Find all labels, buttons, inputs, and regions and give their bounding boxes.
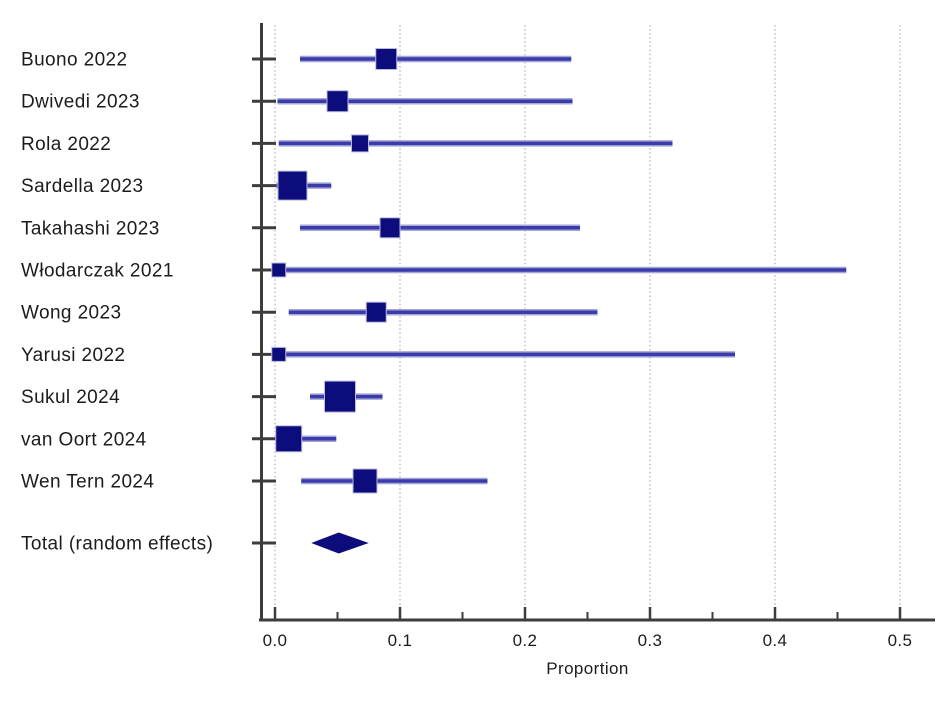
study-label: Yarusi 2022 xyxy=(21,345,125,366)
estimate-square xyxy=(379,217,401,239)
x-tick-label: 0.5 xyxy=(888,631,913,650)
study-label: van Oort 2024 xyxy=(21,429,147,450)
x-tick-label: 0.2 xyxy=(513,631,538,650)
estimate-square xyxy=(324,380,356,413)
estimate-square xyxy=(271,262,287,278)
study-label: Sukul 2024 xyxy=(21,387,120,408)
x-tick-label: 0.1 xyxy=(388,631,413,650)
x-axis-title: Proportion xyxy=(546,659,629,678)
study-label: Włodarczak 2021 xyxy=(21,261,174,282)
study-label: Wong 2023 xyxy=(21,303,121,324)
summary-diamond xyxy=(311,532,369,554)
study-label: Rola 2022 xyxy=(21,134,111,155)
x-tick-label: 0.3 xyxy=(638,631,663,650)
estimate-square xyxy=(271,346,287,362)
total-label: Total (random effects) xyxy=(21,534,213,555)
estimate-square xyxy=(275,425,303,453)
study-label: Takahashi 2023 xyxy=(21,218,160,239)
x-tick-label: 0.4 xyxy=(763,631,788,650)
estimate-square xyxy=(352,468,378,494)
study-label: Sardella 2023 xyxy=(21,176,143,197)
estimate-square xyxy=(375,48,398,70)
estimate-square xyxy=(365,301,387,323)
estimate-square xyxy=(277,170,308,201)
x-tick-label: 0.0 xyxy=(263,631,288,650)
estimate-square xyxy=(326,90,349,113)
study-label: Dwivedi 2023 xyxy=(21,92,140,113)
study-label: Buono 2022 xyxy=(21,50,128,71)
study-label: Wen Tern 2024 xyxy=(21,472,154,493)
estimate-square xyxy=(351,134,369,153)
